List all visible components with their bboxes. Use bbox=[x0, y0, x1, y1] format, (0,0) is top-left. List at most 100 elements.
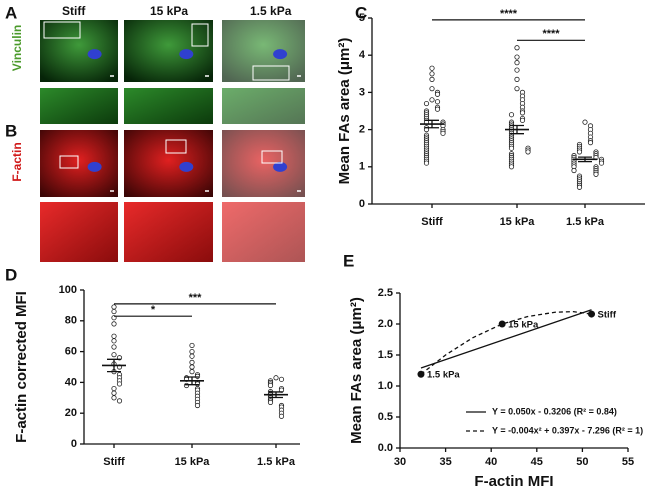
data-point bbox=[111, 333, 117, 339]
data-point bbox=[519, 117, 526, 123]
point-label: 1.5 kPa bbox=[427, 370, 460, 381]
x-tick-label: 1.5 kPa bbox=[257, 456, 296, 468]
x-tick-label: Stiff bbox=[421, 216, 443, 228]
error-bar bbox=[510, 124, 524, 135]
micrograph bbox=[222, 202, 305, 262]
panel-label: E bbox=[343, 251, 354, 270]
x-tick-label: Stiff bbox=[103, 456, 125, 468]
y-tick-label: 2 bbox=[359, 124, 365, 136]
data-point bbox=[429, 65, 435, 71]
row-label: F-actin bbox=[10, 142, 24, 181]
point-label: 15 kPa bbox=[508, 320, 539, 331]
data-point bbox=[434, 106, 441, 112]
zoom-box bbox=[252, 65, 290, 81]
zoom-box bbox=[165, 139, 187, 154]
zoom-box bbox=[43, 21, 81, 39]
column-label: 15 kPa bbox=[150, 4, 188, 18]
row-label: Vinculin bbox=[10, 25, 24, 71]
nucleus bbox=[179, 49, 194, 60]
data-point bbox=[267, 399, 274, 406]
y-tick-label: 0 bbox=[359, 198, 365, 210]
data-point bbox=[189, 369, 195, 375]
nucleus bbox=[87, 49, 102, 60]
data-point bbox=[423, 100, 430, 107]
x-tick-label: 1.5 kPa bbox=[566, 216, 605, 228]
y-tick-label: 60 bbox=[65, 346, 77, 358]
panel-label: D bbox=[5, 265, 17, 284]
micrograph bbox=[124, 130, 213, 197]
data-point bbox=[598, 160, 605, 166]
data-point bbox=[514, 86, 520, 92]
data-point bbox=[429, 71, 435, 77]
data-point bbox=[593, 171, 599, 177]
error-bar bbox=[425, 119, 439, 129]
micrograph bbox=[124, 202, 213, 262]
data-point bbox=[278, 413, 285, 419]
data-point bbox=[194, 381, 201, 387]
data-point bbox=[429, 76, 435, 82]
x-tick-label: 40 bbox=[485, 456, 497, 468]
data-point bbox=[189, 353, 195, 359]
data-point bbox=[417, 370, 425, 378]
data-point bbox=[514, 67, 520, 73]
data-point bbox=[440, 130, 446, 136]
data-point bbox=[273, 375, 279, 381]
data-point bbox=[194, 373, 201, 379]
data-point bbox=[498, 320, 506, 328]
data-point bbox=[267, 382, 274, 389]
y-axis-label: Mean FAs area (μm²) bbox=[336, 38, 353, 185]
data-point bbox=[508, 145, 515, 151]
y-tick-label: 1.0 bbox=[378, 380, 393, 392]
zoom-box bbox=[59, 155, 79, 169]
data-point bbox=[194, 402, 201, 409]
fit-line bbox=[420, 309, 592, 369]
y-tick-label: 5 bbox=[359, 12, 365, 24]
nucleus bbox=[179, 161, 194, 172]
data-point bbox=[571, 167, 577, 174]
significance-label: *** bbox=[189, 292, 203, 304]
nucleus bbox=[273, 161, 288, 172]
data-point bbox=[582, 119, 588, 125]
data-point bbox=[514, 76, 520, 82]
y-tick-label: 1 bbox=[359, 161, 365, 173]
data-point bbox=[111, 344, 117, 350]
micrograph bbox=[40, 20, 118, 82]
micrograph bbox=[124, 88, 213, 124]
error-bar bbox=[269, 391, 283, 399]
micrograph bbox=[124, 20, 213, 82]
data-point bbox=[434, 91, 441, 97]
point-label: Stiff bbox=[598, 310, 617, 321]
x-tick-label: 35 bbox=[439, 456, 451, 468]
data-point bbox=[519, 110, 526, 116]
data-point bbox=[111, 395, 117, 401]
y-tick-label: 0.5 bbox=[378, 411, 393, 423]
data-point bbox=[111, 352, 117, 358]
y-tick-label: 0 bbox=[71, 438, 77, 450]
column-label: 1.5 kPa bbox=[250, 4, 292, 18]
significance-label: * bbox=[151, 304, 156, 316]
micrograph bbox=[222, 20, 305, 82]
data-point bbox=[514, 45, 520, 51]
data-point bbox=[514, 54, 520, 60]
data-point bbox=[111, 321, 117, 327]
y-tick-label: 80 bbox=[65, 315, 77, 327]
error-bar bbox=[185, 376, 199, 386]
y-tick-label: 3 bbox=[359, 86, 365, 98]
data-point bbox=[111, 390, 117, 396]
data-point bbox=[189, 364, 195, 370]
y-tick-label: 0.0 bbox=[378, 442, 393, 454]
data-point bbox=[514, 60, 520, 66]
data-point bbox=[576, 149, 583, 155]
data-point bbox=[116, 398, 123, 404]
x-tick-label: 15 kPa bbox=[175, 456, 211, 468]
data-point bbox=[587, 140, 594, 146]
significance-label: **** bbox=[500, 8, 518, 20]
data-point bbox=[278, 376, 285, 382]
data-point bbox=[189, 348, 195, 355]
nucleus bbox=[87, 161, 102, 172]
y-tick-label: 2.0 bbox=[378, 318, 393, 330]
y-tick-label: 100 bbox=[59, 284, 77, 296]
micrograph bbox=[40, 202, 118, 262]
micrograph bbox=[222, 88, 305, 124]
